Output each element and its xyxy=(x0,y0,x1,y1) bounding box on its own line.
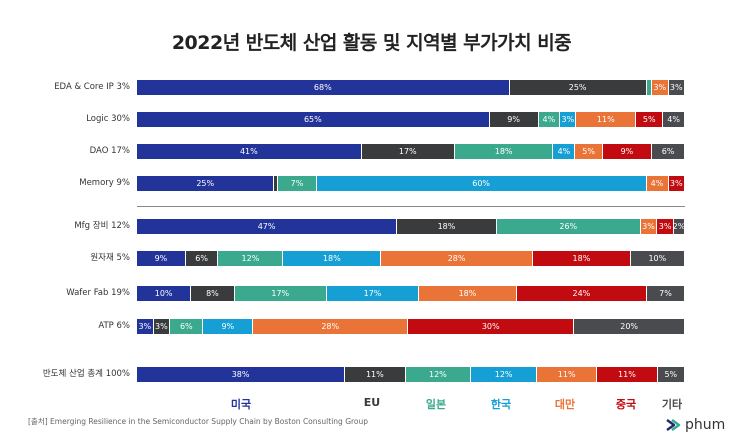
row-label: ATP 6% xyxy=(98,321,130,331)
row-label: Memory 9% xyxy=(79,178,130,188)
bar-segment: 5% xyxy=(575,144,603,159)
row-label: DAO 17% xyxy=(89,146,130,156)
bar-segment: 47% xyxy=(137,219,398,234)
legend-item: 미국 xyxy=(230,398,252,411)
bar-segment: 12% xyxy=(471,367,538,382)
bar-segment: 17% xyxy=(361,144,455,159)
bar-segment: 38% xyxy=(137,367,346,382)
legend-item: 중국 xyxy=(615,398,637,411)
row-label: Logic 30% xyxy=(86,114,130,124)
bar-segment: 6% xyxy=(185,251,219,266)
brand-name: phum xyxy=(685,417,726,433)
bar-segment: 6% xyxy=(170,319,204,334)
row-label: Wafer Fab 19% xyxy=(66,288,130,298)
bar-segment: 3% xyxy=(652,80,669,95)
bar-segment: 24% xyxy=(516,286,647,301)
bar-segment: 18% xyxy=(533,251,631,266)
bar-segment: 5% xyxy=(657,367,685,382)
bar-segment: 10% xyxy=(137,286,192,301)
bar-segment xyxy=(646,80,653,95)
row-label: 반도체 산업 총계 100% xyxy=(42,369,130,379)
legend-item: EU xyxy=(363,396,381,409)
bar-segment: 10% xyxy=(630,251,685,266)
bar-segment: 30% xyxy=(408,319,575,334)
bar-segment: 11% xyxy=(597,367,658,382)
bar-segment: 4% xyxy=(538,112,561,127)
bar-segment: 3% xyxy=(668,176,685,191)
phum-logo-icon xyxy=(666,419,681,431)
bar-segment: 9% xyxy=(137,251,186,266)
bar-segment: 3% xyxy=(560,112,577,127)
bar-segment: 4% xyxy=(553,144,576,159)
bar-segment: 11% xyxy=(537,367,598,382)
bar-segment: 28% xyxy=(381,251,534,266)
bar-segment: 4% xyxy=(663,112,685,127)
bar-segment: 8% xyxy=(191,286,235,301)
bar-segment: 28% xyxy=(253,319,409,334)
bar-segment: 9% xyxy=(602,144,653,159)
bar-segment: 5% xyxy=(636,112,664,127)
bar-segment: 11% xyxy=(576,112,637,127)
bar-segment: 9% xyxy=(489,112,539,127)
bar-segment: 68% xyxy=(137,80,510,95)
bar-segment: 18% xyxy=(454,144,554,159)
bar-segment: 18% xyxy=(283,251,382,266)
bar-segment: 11% xyxy=(345,367,406,382)
bar-segment: 3% xyxy=(668,80,685,95)
legend-item: 기타 xyxy=(661,398,683,411)
bar-segment: 7% xyxy=(278,176,317,191)
source-note: [출처] Emerging Resilience in the Semicond… xyxy=(28,417,369,426)
legend-item: 한국 xyxy=(490,398,512,411)
bar-segment: 17% xyxy=(326,286,420,301)
bar-segment: 3% xyxy=(640,219,658,234)
bar-segment: 9% xyxy=(203,319,254,334)
bar-segment: 3% xyxy=(657,219,674,234)
bar-segment: 25% xyxy=(509,80,647,95)
brand-logo: phum xyxy=(665,417,725,433)
bar-segment: 17% xyxy=(234,286,327,301)
bar-segment: 26% xyxy=(496,219,641,234)
bar-segment: 20% xyxy=(574,319,685,334)
bar-segment: 25% xyxy=(137,176,275,191)
bar-segment: 60% xyxy=(316,176,647,191)
bar-segment: 7% xyxy=(647,286,685,301)
bar-segment: 41% xyxy=(137,144,362,159)
legend-item: 대만 xyxy=(554,398,576,411)
bar-segment: 18% xyxy=(419,286,517,301)
row-label: 원자재 5% xyxy=(90,253,130,263)
bar-segment: 3% xyxy=(153,319,171,334)
bar-segment: 12% xyxy=(405,367,472,382)
bar-segment xyxy=(274,176,279,191)
bar-segment: 3% xyxy=(137,319,154,334)
chart-title: 2022년 반도체 산업 활동 및 지역별 부가가치 비중 xyxy=(171,32,572,54)
bar-segment: 2% xyxy=(673,219,685,234)
group-divider xyxy=(137,206,685,207)
bar-segment: 4% xyxy=(646,176,669,191)
bar-segment: 65% xyxy=(137,112,490,127)
row-label: EDA & Core IP 3% xyxy=(54,82,130,92)
bar-segment: 18% xyxy=(397,219,497,234)
bar-segment: 12% xyxy=(218,251,284,266)
legend-item: 일본 xyxy=(425,398,447,411)
row-label: Mfg 장비 12% xyxy=(74,221,130,231)
bar-segment: 6% xyxy=(652,144,685,159)
